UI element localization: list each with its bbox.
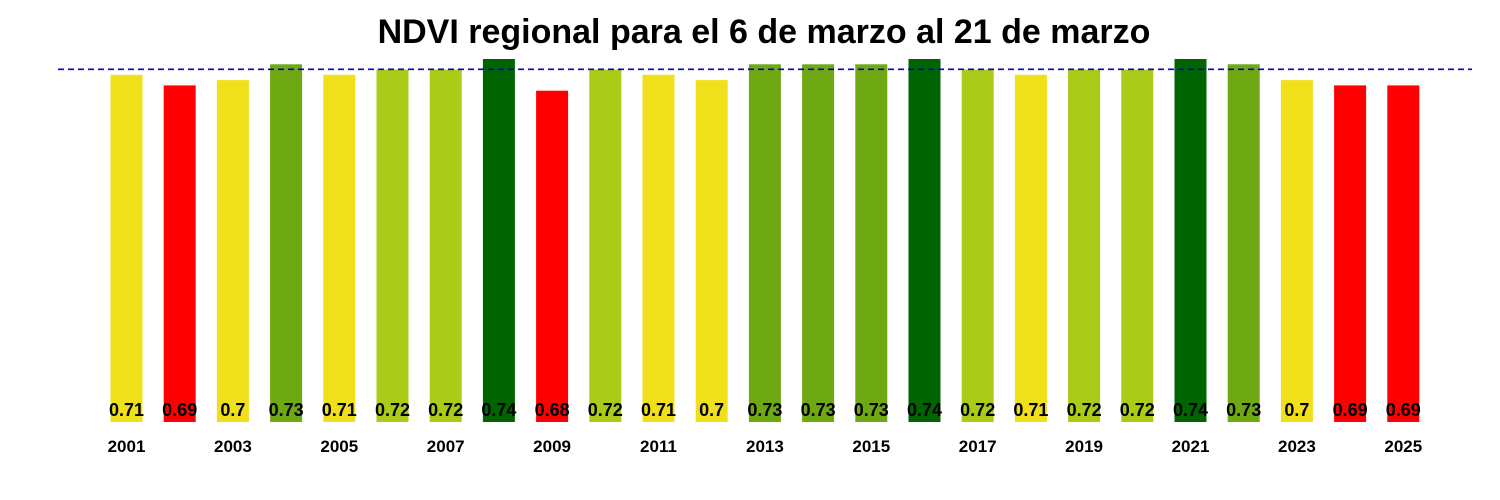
bar-2010	[589, 69, 622, 422]
bar-2005	[323, 74, 356, 423]
value-label-2024: 0.69	[1333, 400, 1368, 420]
value-label-2009: 0.68	[535, 400, 570, 420]
bar-2019	[1068, 69, 1101, 422]
bar-2009	[536, 90, 569, 422]
bar-2023	[1280, 80, 1313, 422]
bar-2025	[1387, 85, 1420, 423]
value-label-2020: 0.72	[1120, 400, 1155, 420]
value-label-2014: 0.73	[801, 400, 836, 420]
bar-2013	[748, 64, 781, 423]
x-tick-2005: 2005	[320, 437, 358, 456]
bar-2018	[1014, 74, 1047, 423]
bar-2016	[908, 59, 941, 422]
x-tick-2019: 2019	[1065, 437, 1103, 456]
bar-2022	[1227, 64, 1260, 423]
bar-2004	[270, 64, 303, 423]
value-label-2016: 0.74	[907, 400, 942, 420]
x-tick-2015: 2015	[852, 437, 890, 456]
bar-2011	[642, 74, 675, 423]
value-labels-group: 0.71 0.69 0.7 0.73 0.71 0.72 0.72 0.74 0.68 0.72 0…	[109, 400, 1421, 420]
x-tick-labels-group: 2001 2003 2005 2007 2009 2011 2013 2015 2017 2019…	[108, 437, 1423, 456]
value-label-2003: 0.7	[220, 400, 245, 420]
value-label-2002: 0.69	[162, 400, 197, 420]
value-label-2011: 0.71	[641, 400, 676, 420]
x-tick-2013: 2013	[746, 437, 784, 456]
x-tick-2007: 2007	[427, 437, 465, 456]
value-label-2001: 0.71	[109, 400, 144, 420]
x-tick-2023: 2023	[1278, 437, 1316, 456]
value-label-2018: 0.71	[1013, 400, 1048, 420]
bar-2006	[376, 69, 409, 422]
value-label-2008: 0.74	[481, 400, 516, 420]
value-label-2015: 0.73	[854, 400, 889, 420]
value-label-2023: 0.7	[1284, 400, 1309, 420]
x-tick-2011: 2011	[640, 437, 677, 456]
bar-2008	[482, 59, 515, 422]
value-label-2004: 0.73	[269, 400, 304, 420]
value-label-2025: 0.69	[1386, 400, 1421, 420]
bars-group	[110, 59, 1420, 423]
x-tick-2021: 2021	[1172, 437, 1210, 456]
bar-2017	[961, 69, 994, 422]
value-label-2021: 0.74	[1173, 400, 1208, 420]
x-tick-2017: 2017	[959, 437, 997, 456]
x-tick-2003: 2003	[214, 437, 252, 456]
bar-2014	[802, 64, 835, 423]
value-label-2010: 0.72	[588, 400, 623, 420]
value-label-2022: 0.73	[1226, 400, 1261, 420]
value-label-2019: 0.72	[1067, 400, 1102, 420]
bar-2024	[1334, 85, 1367, 423]
value-label-2007: 0.72	[428, 400, 463, 420]
x-tick-2009: 2009	[533, 437, 571, 456]
bar-2021	[1174, 59, 1207, 422]
bar-2001	[110, 74, 143, 423]
x-tick-2025: 2025	[1384, 437, 1422, 456]
bar-2020	[1121, 69, 1154, 422]
value-label-2017: 0.72	[960, 400, 995, 420]
value-label-2013: 0.73	[747, 400, 782, 420]
bar-2015	[855, 64, 888, 423]
value-label-2005: 0.71	[322, 400, 357, 420]
x-tick-2001: 2001	[108, 437, 146, 456]
bar-2002	[163, 85, 196, 423]
bar-2003	[216, 80, 249, 422]
value-label-2006: 0.72	[375, 400, 410, 420]
bar-2012	[695, 80, 728, 422]
value-label-2012: 0.7	[699, 400, 724, 420]
bar-2007	[429, 69, 462, 422]
chart-title: NDVI regional para el 6 de marzo al 21 d…	[378, 13, 1151, 51]
